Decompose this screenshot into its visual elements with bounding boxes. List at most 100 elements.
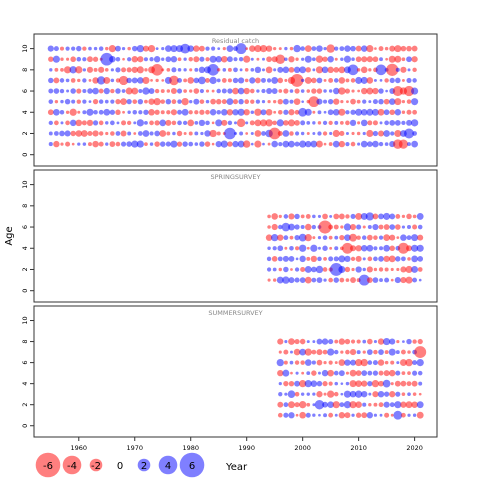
- bubble: [333, 370, 339, 376]
- bubble: [116, 121, 120, 125]
- bubble: [283, 266, 289, 273]
- bubble: [311, 57, 316, 62]
- bubble: [215, 56, 222, 63]
- bubble: [318, 413, 321, 417]
- bubble: [110, 78, 115, 83]
- bubble: [338, 265, 346, 273]
- bubble: [59, 130, 65, 137]
- bubble: [342, 242, 353, 254]
- bubble: [132, 109, 138, 115]
- bubble: [66, 89, 70, 93]
- bubble: [351, 267, 355, 272]
- bubble: [48, 120, 53, 126]
- bubble: [115, 88, 121, 94]
- bubble: [284, 46, 288, 51]
- bubble: [357, 121, 361, 125]
- bubble: [215, 119, 223, 127]
- bubble: [237, 140, 245, 148]
- bubble: [332, 129, 340, 138]
- bubble: [199, 56, 205, 62]
- bubble: [378, 224, 384, 230]
- bubble: [412, 78, 417, 83]
- bubble: [385, 89, 388, 93]
- bubble: [349, 233, 357, 242]
- bubble: [316, 98, 323, 105]
- y-tick-label: 8: [21, 68, 29, 72]
- bubble: [406, 109, 412, 115]
- bubble: [261, 100, 266, 104]
- bubble: [294, 402, 300, 408]
- bubble: [372, 391, 379, 398]
- bubble: [199, 109, 205, 115]
- bubble: [312, 110, 316, 114]
- bubble: [327, 109, 334, 116]
- bubble: [261, 88, 266, 94]
- bubble: [323, 142, 327, 146]
- bubble: [343, 223, 352, 231]
- bubble: [120, 141, 127, 147]
- bubble: [312, 131, 316, 135]
- legend-label: 6: [189, 461, 195, 472]
- bubble: [378, 380, 384, 387]
- bubble: [338, 412, 346, 419]
- bubble: [304, 348, 312, 356]
- bubble: [328, 360, 333, 365]
- bubble: [366, 234, 373, 241]
- bubble: [407, 225, 412, 230]
- bubble: [311, 360, 316, 365]
- bubble: [388, 255, 396, 263]
- bubble: [254, 140, 262, 148]
- bubble: [317, 131, 322, 136]
- bubble: [155, 78, 159, 83]
- bubble: [217, 68, 221, 72]
- bubble: [199, 88, 205, 94]
- bubble: [389, 45, 396, 52]
- bubble: [76, 56, 82, 62]
- bubble: [338, 370, 345, 377]
- bubble: [362, 257, 366, 261]
- bubble: [351, 57, 355, 62]
- bubble: [243, 140, 251, 148]
- bubble: [48, 77, 54, 84]
- bubble: [361, 56, 368, 63]
- bubble: [377, 390, 385, 398]
- bubble: [349, 348, 357, 356]
- bubble: [367, 360, 373, 365]
- bubble: [323, 46, 327, 51]
- bubble: [350, 78, 356, 83]
- bubble: [395, 67, 400, 72]
- bubble: [338, 213, 345, 220]
- bubble: [265, 66, 273, 74]
- bubble: [82, 110, 87, 115]
- bubble: [265, 108, 273, 116]
- bubble: [98, 46, 104, 51]
- bubble: [379, 278, 383, 283]
- bubble: [273, 68, 277, 72]
- bubble: [361, 380, 368, 387]
- bubble: [53, 88, 60, 94]
- bubble: [288, 277, 295, 284]
- bubble: [368, 68, 372, 72]
- bubble: [311, 46, 317, 51]
- bubble: [396, 339, 400, 344]
- bubble: [204, 130, 211, 137]
- bubble: [88, 46, 92, 51]
- bubble: [327, 390, 335, 398]
- bubble: [193, 77, 200, 84]
- bubble: [136, 44, 145, 53]
- bubble: [181, 97, 189, 106]
- bubble: [283, 235, 289, 241]
- bubble: [289, 99, 294, 104]
- bubble: [375, 64, 387, 76]
- bubble: [126, 141, 132, 147]
- bubble: [199, 45, 205, 52]
- bubble: [367, 225, 372, 230]
- bubble: [88, 79, 92, 82]
- y-tick-label: 6: [21, 225, 29, 229]
- bubble: [329, 214, 333, 218]
- bubble: [244, 78, 249, 83]
- bubble: [183, 78, 188, 83]
- bubble: [71, 99, 76, 104]
- bubble: [333, 78, 339, 83]
- bubble: [267, 225, 271, 229]
